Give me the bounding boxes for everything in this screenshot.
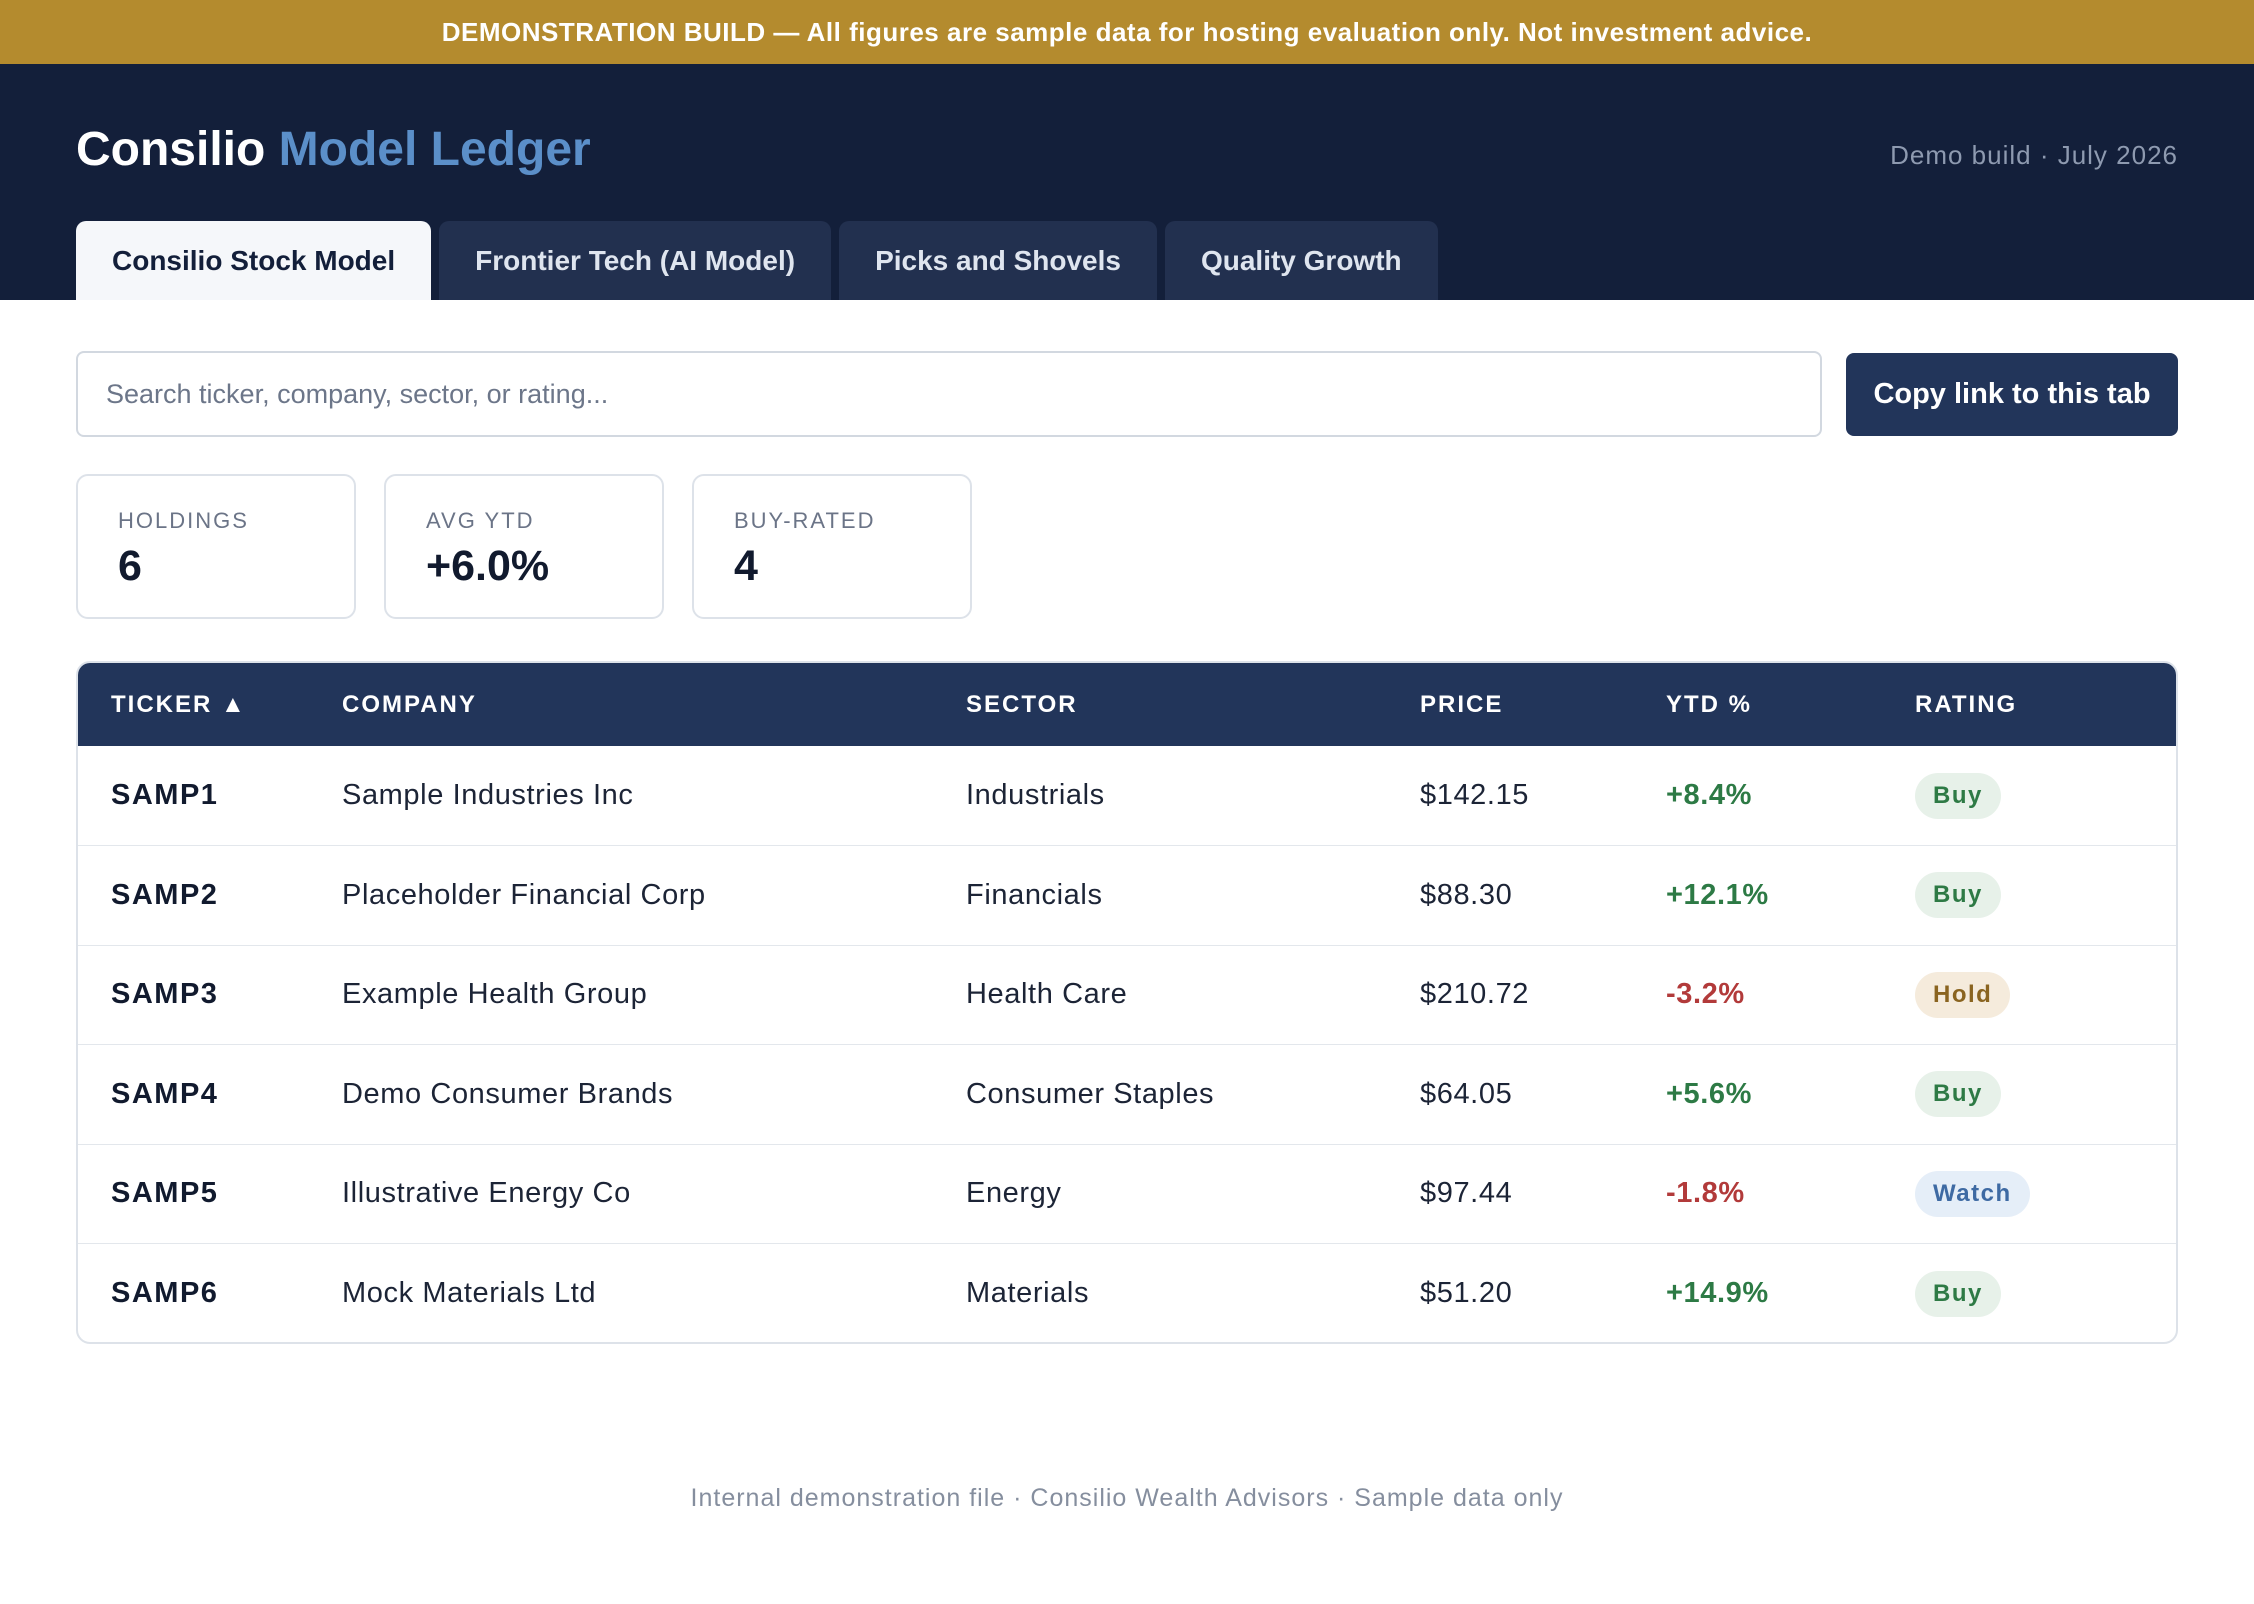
cell-sector: Health Care: [966, 978, 1128, 1011]
stat-value: 6: [118, 542, 142, 590]
model-tabs: Consilio Stock Model Frontier Tech (AI M…: [76, 221, 1438, 300]
search-input[interactable]: [76, 351, 1822, 437]
table-row[interactable]: SAMP4 Demo Consumer Brands Consumer Stap…: [78, 1044, 2176, 1145]
cell-ytd: -3.2%: [1666, 978, 1745, 1011]
cell-ytd: +14.9%: [1666, 1277, 1769, 1309]
cell-ticker: SAMP5: [111, 1177, 219, 1210]
table-body: SAMP1 Sample Industries Inc Industrials …: [78, 746, 2176, 1343]
demo-banner-text: DEMONSTRATION BUILD — All figures are sa…: [441, 16, 1813, 47]
rating-badge: Buy: [1915, 1270, 2001, 1317]
app-title-accent: Model Ledger: [278, 123, 591, 176]
stat-card-avg-ytd: AVG YTD +6.0%: [384, 474, 664, 619]
cell-company: Sample Industries Inc: [342, 779, 634, 811]
cell-rating: Hold: [1882, 945, 2176, 1045]
column-header-ytd[interactable]: YTD %: [1666, 690, 1753, 718]
stat-card-holdings: HOLDINGS 6: [76, 474, 356, 619]
column-header-company[interactable]: COMPANY: [342, 690, 477, 718]
demo-banner: DEMONSTRATION BUILD — All figures are sa…: [0, 0, 2254, 64]
tab-quality-growth[interactable]: Quality Growth: [1164, 221, 1438, 300]
table-row[interactable]: SAMP5 Illustrative Energy Co Energy $97.…: [78, 1144, 2176, 1244]
cell-ytd: +5.6%: [1666, 1077, 1753, 1110]
cell-company: Mock Materials Ltd: [342, 1277, 597, 1309]
cell-rating: Buy: [1882, 746, 2176, 846]
cell-rating: Watch: [1882, 1144, 2176, 1244]
table-header: TICKER ▲ COMPANY SECTOR PRICE YTD % RATI…: [78, 663, 2176, 746]
cell-price: $210.72: [1420, 978, 1530, 1011]
rating-badge: Watch: [1915, 1170, 2030, 1217]
footer-note: Internal demonstration file · Consilio W…: [690, 1484, 1564, 1512]
table-header-row: TICKER ▲ COMPANY SECTOR PRICE YTD % RATI…: [78, 663, 2176, 746]
table-row[interactable]: SAMP6 Mock Materials Ltd Materials $51.2…: [78, 1243, 2176, 1343]
cell-company: Illustrative Energy Co: [342, 1177, 631, 1210]
cell-ticker: SAMP1: [111, 779, 219, 811]
rating-badge: Buy: [1915, 872, 2001, 919]
tab-frontier-tech[interactable]: Frontier Tech (AI Model): [439, 221, 832, 300]
cell-ticker: SAMP6: [111, 1277, 219, 1309]
cell-price: $88.30: [1420, 878, 1513, 911]
tab-consilio-stock-model[interactable]: Consilio Stock Model: [76, 221, 432, 300]
cell-sector: Energy: [966, 1177, 1062, 1210]
rating-badge: Buy: [1915, 772, 2001, 819]
app-title-primary: Consilio: [76, 123, 266, 176]
stat-value: +6.0%: [426, 542, 550, 590]
column-header-ticker[interactable]: TICKER ▲: [111, 690, 247, 718]
rating-badge: Hold: [1915, 971, 2011, 1018]
column-header-price[interactable]: PRICE: [1420, 690, 1504, 718]
app-header: Consilio Model Ledger Demo build · July …: [0, 64, 2254, 300]
cell-rating: Buy: [1882, 846, 2176, 946]
copy-link-button[interactable]: Copy link to this tab: [1846, 353, 2178, 436]
cell-sector: Industrials: [966, 779, 1105, 811]
table-row[interactable]: SAMP2 Placeholder Financial Corp Financi…: [78, 845, 2176, 946]
stat-label: BUY-RATED: [734, 508, 876, 533]
column-header-rating[interactable]: RATING: [1915, 690, 2018, 718]
build-meta: Demo build · July 2026: [1890, 140, 2178, 170]
app-title: Consilio Model Ledger: [76, 122, 591, 177]
stat-label: HOLDINGS: [118, 508, 249, 533]
cell-company: Example Health Group: [342, 978, 648, 1011]
cell-price: $51.20: [1420, 1277, 1513, 1309]
cell-rating: Buy: [1882, 1045, 2176, 1145]
cell-ticker: SAMP3: [111, 978, 219, 1011]
holdings-table-container: TICKER ▲ COMPANY SECTOR PRICE YTD % RATI…: [76, 661, 2178, 1344]
cell-sector: Financials: [966, 878, 1103, 911]
rating-badge: Buy: [1915, 1071, 2001, 1118]
stat-value: 4: [734, 542, 758, 590]
cell-ytd: +8.4%: [1666, 779, 1753, 811]
cell-price: $142.15: [1420, 779, 1530, 811]
stat-label: AVG YTD: [426, 508, 535, 533]
table-row[interactable]: SAMP1 Sample Industries Inc Industrials …: [78, 746, 2176, 846]
cell-ticker: SAMP2: [111, 878, 219, 911]
stat-card-buy-rated: BUY-RATED 4: [692, 474, 972, 619]
cell-company: Placeholder Financial Corp: [342, 878, 706, 911]
column-header-sector[interactable]: SECTOR: [966, 690, 1078, 718]
cell-ytd: -1.8%: [1666, 1177, 1745, 1210]
cell-price: $97.44: [1420, 1177, 1513, 1210]
table-row[interactable]: SAMP3 Example Health Group Health Care $…: [78, 945, 2176, 1045]
cell-sector: Consumer Staples: [966, 1077, 1215, 1110]
cell-ticker: SAMP4: [111, 1077, 219, 1110]
cell-sector: Materials: [966, 1277, 1090, 1309]
cell-price: $64.05: [1420, 1077, 1513, 1110]
holdings-table: TICKER ▲ COMPANY SECTOR PRICE YTD % RATI…: [78, 663, 2176, 1343]
cell-ytd: +12.1%: [1666, 878, 1769, 911]
cell-company: Demo Consumer Brands: [342, 1077, 674, 1110]
cell-rating: Buy: [1882, 1244, 2176, 1343]
tab-picks-and-shovels[interactable]: Picks and Shovels: [839, 221, 1157, 300]
